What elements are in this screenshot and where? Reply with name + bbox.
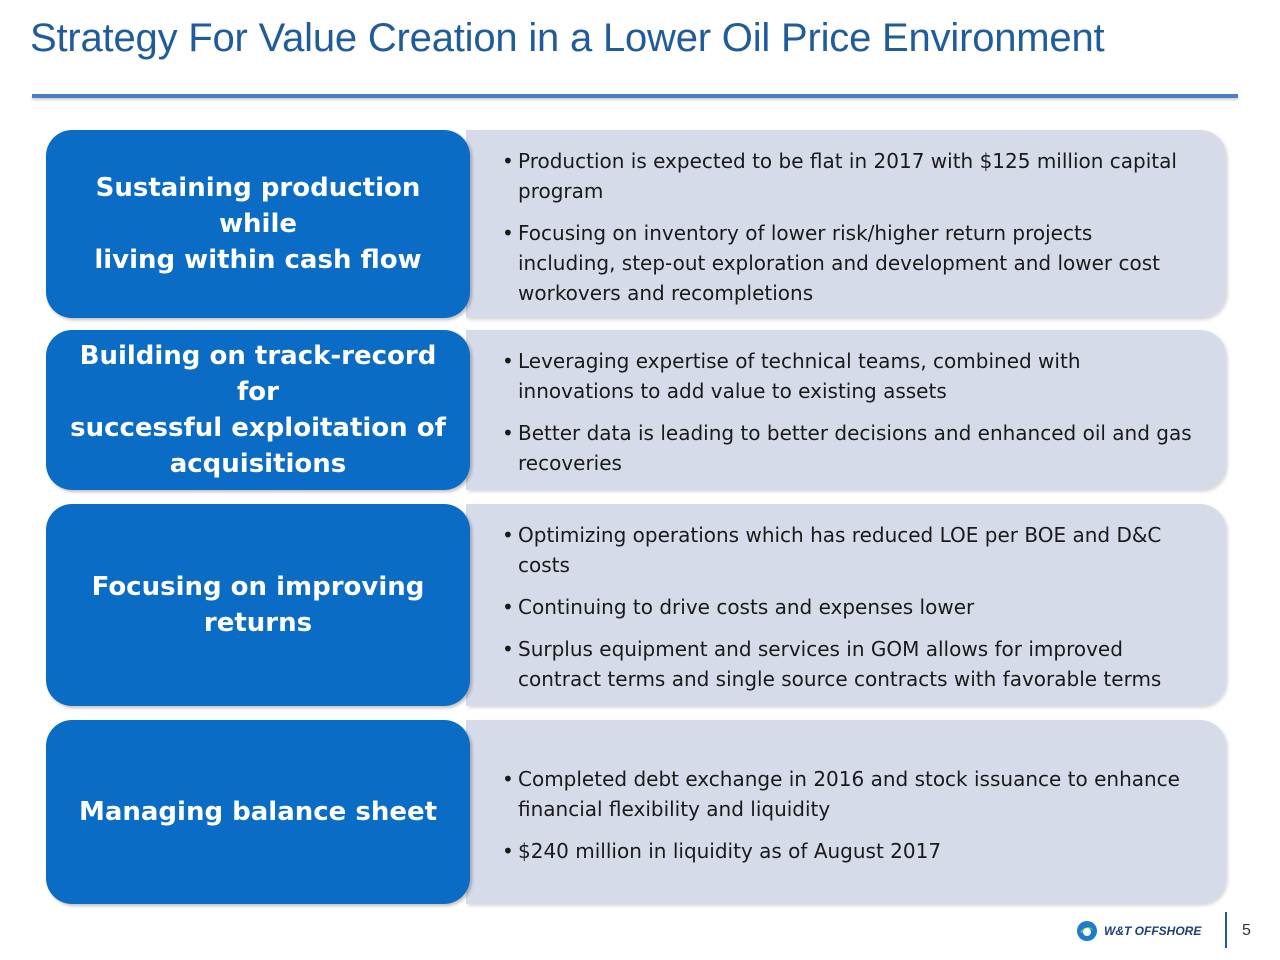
title-underline [32, 94, 1238, 98]
strategy-row: Managing balance sheet Completed debt ex… [46, 720, 1226, 904]
bullet-list: Optimizing operations which has reduced … [502, 520, 1196, 706]
strategy-label: Sustaining production while living withi… [94, 173, 422, 275]
strategy-label-box: Sustaining production while living withi… [46, 130, 470, 318]
strategy-label: Building on track-record for successful … [70, 341, 446, 479]
bullet-item: Focusing on inventory of lower risk/high… [502, 218, 1196, 308]
bullet-item: Surplus equipment and services in GOM al… [502, 634, 1196, 694]
bullet-item: Optimizing operations which has reduced … [502, 520, 1196, 580]
bullet-item: Completed debt exchange in 2016 and stoc… [502, 764, 1196, 824]
strategy-label-box: Managing balance sheet [46, 720, 470, 904]
company-logo: W&T OFFSHORE [1076, 918, 1201, 944]
bullet-item: $240 million in liquidity as of August 2… [502, 836, 1196, 866]
strategy-row: Sustaining production while living withi… [46, 130, 1226, 318]
strategy-row: Building on track-record for successful … [46, 330, 1226, 490]
strategy-content-box: Production is expected to be flat in 201… [466, 130, 1226, 318]
strategy-content-box: Leveraging expertise of technical teams,… [466, 330, 1226, 490]
strategy-label-box: Focusing on improving returns [46, 504, 470, 706]
strategy-label: Focusing on improving returns [91, 572, 425, 638]
strategy-row: Focusing on improving returns Optimizing… [46, 504, 1226, 706]
w-and-t-offshore-logo-icon [1077, 921, 1097, 941]
footer-divider [1225, 912, 1227, 948]
bullet-item: Continuing to drive costs and expenses l… [502, 592, 1196, 622]
strategy-content-box: Optimizing operations which has reduced … [466, 504, 1226, 706]
bullet-list: Completed debt exchange in 2016 and stoc… [502, 764, 1196, 878]
bullet-list: Leveraging expertise of technical teams,… [502, 346, 1196, 490]
bullet-item: Leveraging expertise of technical teams,… [502, 346, 1196, 406]
strategy-label-box: Building on track-record for successful … [46, 330, 470, 490]
logo-text: W&T OFFSHORE [1104, 924, 1202, 938]
page-number: 5 [1242, 922, 1251, 939]
bullet-list: Production is expected to be flat in 201… [502, 146, 1196, 320]
bullet-item: Production is expected to be flat in 201… [502, 146, 1196, 206]
bullet-item: Better data is leading to better decisio… [502, 418, 1196, 478]
strategy-label: Managing balance sheet [78, 797, 438, 827]
strategy-content-box: Completed debt exchange in 2016 and stoc… [466, 720, 1226, 904]
page-title: Strategy For Value Creation in a Lower O… [30, 16, 1105, 60]
